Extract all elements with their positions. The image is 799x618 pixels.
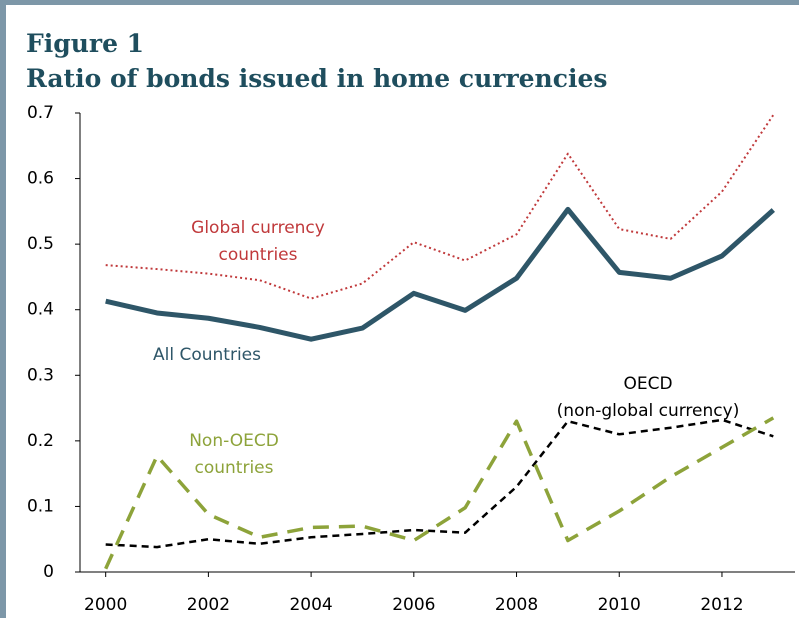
chart-title: Figure 1 bbox=[26, 29, 144, 58]
y-tick-label: 0.1 bbox=[27, 496, 54, 516]
frame-left bbox=[0, 0, 6, 618]
series-label: Global currency bbox=[191, 218, 325, 238]
x-tick-label: 2000 bbox=[84, 595, 127, 615]
y-tick-label: 0 bbox=[43, 562, 54, 582]
series-line bbox=[104, 416, 775, 570]
x-tick-label: 2012 bbox=[700, 595, 743, 615]
y-tick-label: 0.3 bbox=[27, 365, 54, 385]
series-line bbox=[105, 114, 775, 300]
x-tick-label: 2010 bbox=[598, 595, 641, 615]
y-tick-label: 0.2 bbox=[27, 431, 54, 451]
y-tick-label: 0.4 bbox=[27, 300, 54, 320]
series-label: All Countries bbox=[153, 345, 261, 365]
series-label: OECD bbox=[623, 374, 672, 394]
series-label: Non-OECD bbox=[189, 431, 279, 451]
series-line bbox=[105, 418, 774, 549]
series-label: countries bbox=[219, 245, 298, 265]
series-label: countries bbox=[195, 458, 274, 478]
series-line bbox=[105, 206, 775, 342]
y-tick-label: 0.7 bbox=[27, 103, 54, 123]
x-tick-label: 2004 bbox=[289, 595, 332, 615]
x-tick-label: 2002 bbox=[187, 595, 230, 615]
x-tick-label: 2008 bbox=[495, 595, 538, 615]
y-tick-label: 0.6 bbox=[27, 169, 54, 189]
chart-subtitle: Ratio of bonds issued in home currencies bbox=[26, 64, 607, 93]
y-tick-label: 0.5 bbox=[27, 234, 54, 254]
frame-top bbox=[0, 0, 799, 5]
series-label: (non-global currency) bbox=[557, 401, 740, 421]
x-tick-label: 2006 bbox=[392, 595, 435, 615]
